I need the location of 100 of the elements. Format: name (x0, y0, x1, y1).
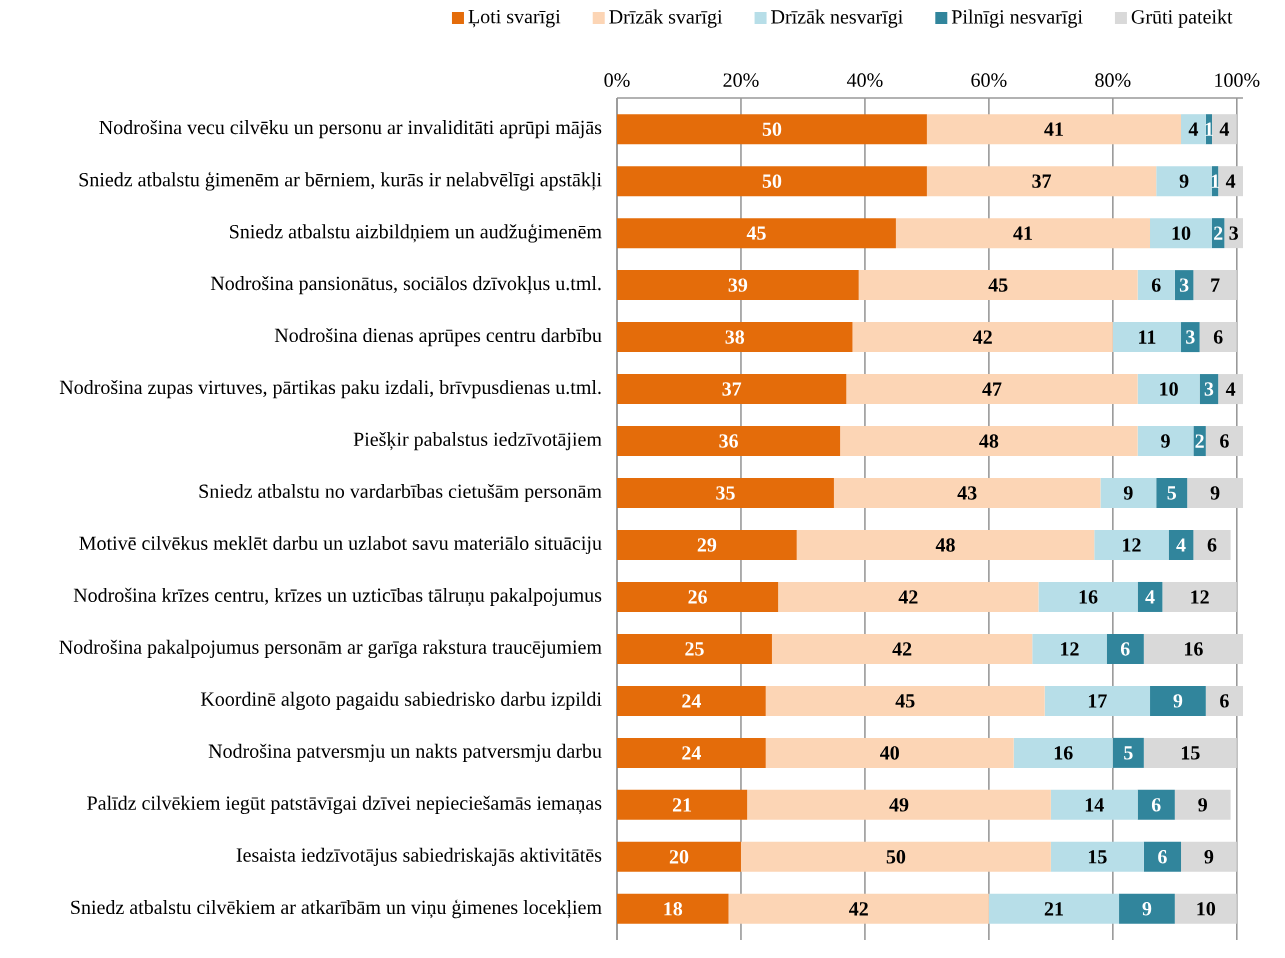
data-label: 16 (1079, 590, 1098, 604)
bar (617, 426, 841, 457)
bar (617, 581, 779, 612)
data-label: 37 (722, 382, 742, 396)
y-tick-label: Nodrošina zupas virtuves, pārtikas paku izdali, brīvpusdienas u.tml. (59, 379, 601, 399)
bar (1174, 789, 1231, 820)
data-label: 9 (1204, 850, 1214, 864)
bar (858, 270, 1138, 301)
data-label: 37 (1032, 174, 1052, 188)
bar (740, 841, 1051, 872)
data-label: 4 (1188, 122, 1199, 136)
bar (617, 893, 729, 924)
data-label: 6 (1207, 538, 1217, 552)
y-tick-label: Iesaista iedzīvotājus sabiedriskajās aktivitātēs (236, 847, 602, 866)
bar (617, 737, 766, 768)
bar (617, 114, 927, 145)
data-label: 9 (1173, 694, 1183, 708)
bar (1193, 270, 1237, 301)
data-label: 9 (1179, 174, 1189, 188)
data-label: 14 (1085, 798, 1104, 812)
data-label: 6 (1220, 434, 1229, 448)
data-label: 50 (762, 122, 782, 136)
data-label: 41 (1044, 122, 1063, 136)
bar (1193, 529, 1231, 560)
data-label: 7 (1211, 278, 1220, 292)
data-label: 25 (685, 642, 704, 656)
bar (1112, 322, 1182, 353)
data-label: 49 (889, 798, 909, 812)
data-label: 6 (1220, 694, 1229, 708)
x-tick-label: 0% (604, 73, 630, 87)
bar (1205, 426, 1243, 457)
bar (1181, 841, 1237, 872)
bar (852, 322, 1113, 353)
bar (617, 478, 834, 509)
data-label: 16 (1185, 642, 1203, 656)
y-tick-label: Sniedz atbalstu aizbildņiem un audžuģimenēm (230, 223, 602, 243)
x-tick-label: 100% (1215, 73, 1260, 87)
data-label: 3 (1204, 382, 1214, 396)
data-label: 41 (1013, 226, 1032, 240)
data-label: 6 (1151, 798, 1161, 812)
data-label: 29 (697, 538, 717, 552)
data-label: 6 (1151, 278, 1161, 292)
bar (1112, 737, 1144, 768)
bar (617, 789, 748, 820)
y-tick-label: Sniedz atbalstu cilvēkiem ar atkarībām un viņu ģimenes locekļiem (71, 899, 602, 919)
bar (926, 166, 1157, 197)
bar (1137, 374, 1200, 405)
data-label: 45 (746, 226, 766, 240)
bar (771, 633, 1033, 664)
data-label: 10 (1160, 382, 1178, 396)
data-label: 45 (988, 278, 1008, 292)
bar (617, 218, 896, 249)
bar (1106, 633, 1144, 664)
legend-label: Ļoti svarīgi (468, 9, 561, 28)
bar (617, 633, 772, 664)
y-tick-label: Piešķir pabalstus iedzīvotājiem (353, 431, 602, 451)
bar (926, 114, 1182, 145)
bar (1156, 478, 1188, 509)
bar (1143, 841, 1182, 872)
data-label: 40 (880, 746, 899, 760)
y-tick-label: Nodrošina patversmju un nakts patversmju darbu (208, 743, 602, 762)
data-label: 24 (682, 694, 702, 708)
data-label: 9 (1210, 486, 1220, 500)
data-label: 4 (1145, 590, 1155, 604)
data-label: 3 (1186, 330, 1195, 344)
bar (1193, 426, 1206, 457)
bar (840, 426, 1138, 457)
data-label: 42 (849, 902, 868, 916)
bar (1212, 114, 1237, 145)
y-tick-label: Sniedz atbalstu no vardarbības cietušām personām (199, 483, 602, 503)
data-label: 42 (898, 590, 918, 604)
bar (1044, 685, 1151, 716)
data-label: 24 (682, 746, 702, 760)
data-label: 9 (1123, 486, 1133, 500)
bar (1205, 685, 1243, 716)
x-tick-label: 20% (723, 73, 759, 87)
bar (1162, 581, 1237, 612)
data-label: 47 (982, 382, 1002, 396)
bar (796, 529, 1095, 560)
y-tick-label: Koordinē algoto pagaidu sabiedrisko darbu izpildi (200, 691, 602, 711)
data-label: 6 (1158, 850, 1167, 864)
data-label: 9 (1142, 902, 1152, 916)
y-tick-label: Nodrošina krīzes centru, krīzes un uzticības tālruņu pakalpojumus (73, 587, 602, 607)
data-label: 2 (1214, 226, 1223, 240)
data-label: 36 (719, 434, 738, 448)
y-tick-label: Palīdz cilvēkiem iegūt patstāvīgai dzīvei nepieciešamās iemaņas (87, 795, 602, 814)
data-label: 35 (716, 486, 735, 500)
data-label: 2 (1195, 434, 1204, 448)
bar (617, 529, 797, 560)
x-tick-label: 40% (846, 73, 883, 87)
bar (1218, 166, 1243, 197)
bar (765, 685, 1045, 716)
data-label: 21 (672, 798, 692, 812)
data-label: 48 (935, 538, 955, 552)
data-label: 3 (1229, 226, 1239, 240)
bar (1137, 789, 1175, 820)
bar (833, 478, 1101, 509)
data-label: 10 (1172, 226, 1191, 240)
data-label: 15 (1088, 850, 1107, 864)
data-label: 50 (886, 850, 906, 864)
